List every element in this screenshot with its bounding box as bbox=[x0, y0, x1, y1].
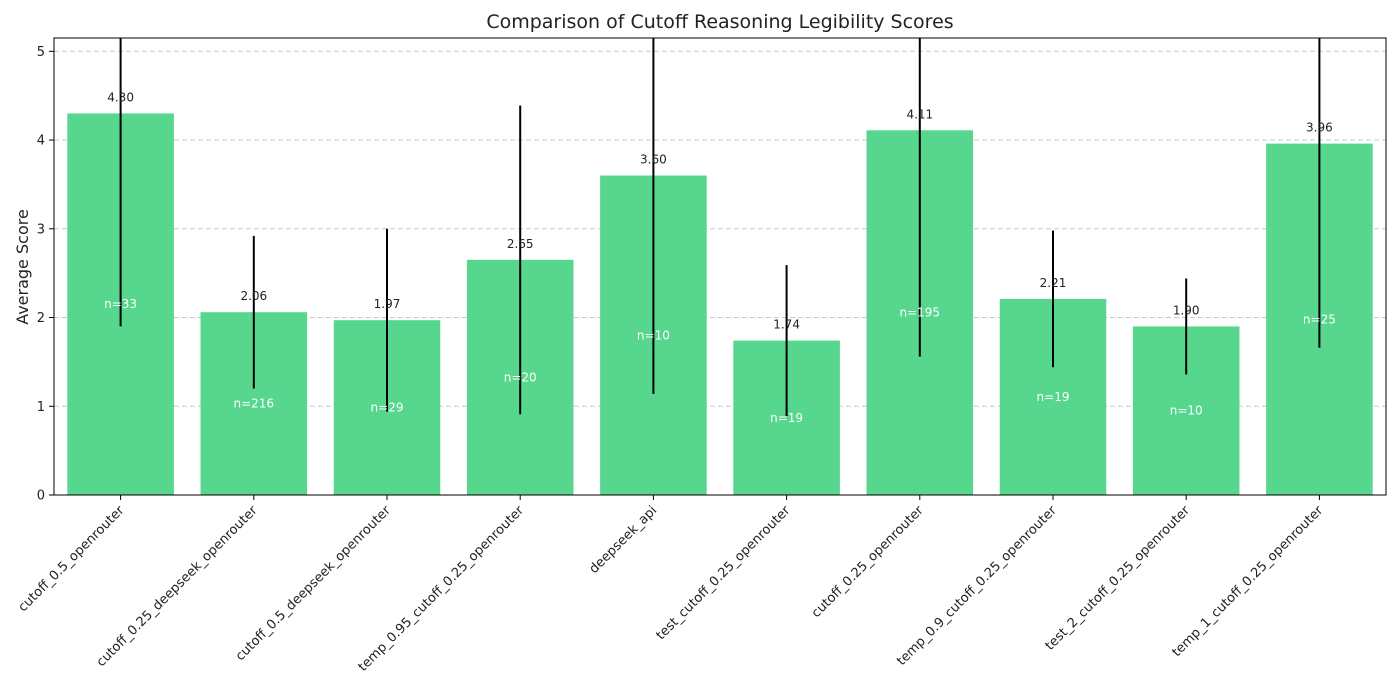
value-label: 1.90 bbox=[1173, 303, 1200, 317]
value-label: 2.21 bbox=[1040, 276, 1067, 290]
value-label: 2.06 bbox=[240, 289, 267, 303]
count-label: n=25 bbox=[1303, 312, 1336, 326]
x-tick-label: cutoff_0.5_deepseek_openrouter bbox=[233, 503, 394, 664]
y-tick-label: 2 bbox=[37, 311, 45, 326]
value-label: 1.97 bbox=[374, 297, 401, 311]
count-label: n=10 bbox=[1170, 404, 1203, 418]
count-label: n=19 bbox=[1037, 390, 1070, 404]
x-tick-label: test_cutoff_0.25_openrouter bbox=[653, 503, 793, 643]
x-tick-label: temp_1_cutoff_0.25_openrouter bbox=[1169, 503, 1326, 660]
value-label: 3.60 bbox=[640, 153, 667, 167]
value-label: 4.30 bbox=[107, 90, 134, 104]
value-label: 4.11 bbox=[906, 107, 933, 121]
count-label: n=10 bbox=[637, 328, 670, 342]
value-label: 2.65 bbox=[507, 237, 534, 251]
value-label: 3.96 bbox=[1306, 121, 1333, 135]
x-tick-label: temp_0.9_cutoff_0.25_openrouter bbox=[894, 503, 1060, 669]
x-tick-label: temp_0.95_cutoff_0.25_openrouter bbox=[356, 503, 528, 675]
value-label: 1.74 bbox=[773, 318, 800, 332]
y-tick-label: 1 bbox=[37, 400, 45, 415]
count-label: n=20 bbox=[504, 370, 537, 384]
plot-frame bbox=[53, 37, 1387, 496]
y-tick-label: 4 bbox=[37, 134, 45, 149]
x-tick-label: cutoff_0.5_openrouter bbox=[16, 503, 128, 615]
y-tick-label: 0 bbox=[37, 489, 45, 504]
x-tick-label: deepseek_api bbox=[587, 503, 661, 577]
count-label: n=195 bbox=[900, 306, 941, 320]
x-tick-label: cutoff_0.25_openrouter bbox=[809, 503, 927, 621]
count-label: n=19 bbox=[770, 411, 803, 425]
y-tick-label: 3 bbox=[37, 222, 45, 237]
count-label: n=33 bbox=[104, 297, 137, 311]
count-label: n=216 bbox=[234, 397, 275, 411]
chart-title: Comparison of Cutoff Reasoning Legibilit… bbox=[486, 11, 953, 33]
x-tick-label: cutoff_0.25_deepseek_openrouter bbox=[94, 503, 261, 670]
y-axis-label: Average Score bbox=[13, 209, 32, 325]
y-tick-label: 5 bbox=[37, 45, 45, 60]
count-label: n=29 bbox=[371, 401, 404, 415]
x-tick-label: test_2_cutoff_0.25_openrouter bbox=[1043, 503, 1194, 654]
